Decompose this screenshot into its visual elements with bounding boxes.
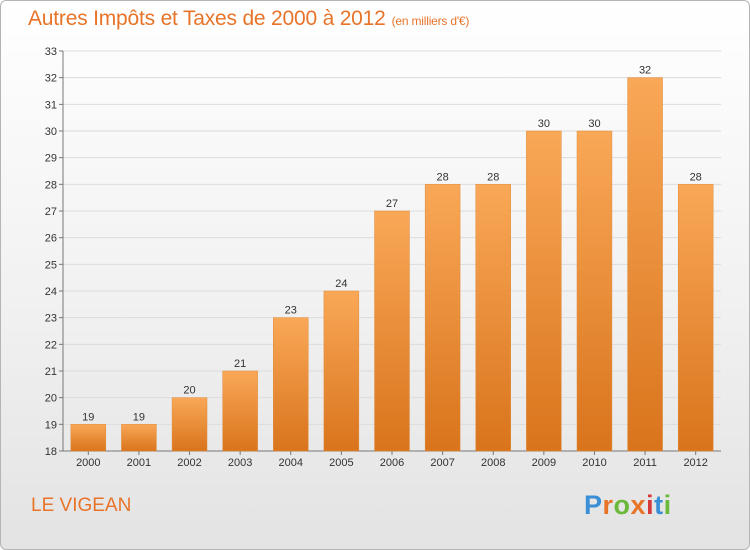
x-tick-label-2004: 2004	[279, 457, 303, 469]
logo-letter: o	[613, 490, 631, 520]
value-label-2010: 30	[588, 118, 600, 130]
value-label-2009: 30	[538, 118, 550, 130]
y-tick-label: 27	[45, 206, 57, 218]
y-tick-label: 29	[45, 153, 57, 165]
logo-letter: t	[654, 490, 664, 520]
x-tick-label-2011: 2011	[633, 457, 657, 469]
x-tick-label-2012: 2012	[683, 457, 707, 469]
y-tick-label: 24	[45, 286, 57, 298]
x-tick-label-2005: 2005	[329, 457, 353, 469]
y-tick-label: 21	[45, 366, 57, 378]
y-tick-label: 22	[45, 339, 57, 351]
bar-2011	[627, 77, 663, 452]
logo-letter: x	[630, 490, 647, 520]
value-label-2002: 20	[183, 385, 195, 397]
value-label-2001: 19	[133, 411, 145, 423]
bar-2010	[576, 130, 613, 452]
y-tick-label: 33	[45, 46, 57, 58]
value-label-2012: 28	[690, 171, 702, 183]
x-tick-label-2006: 2006	[380, 457, 404, 469]
labels: 19 19 20 21 23 24 27 28 28 30 30 32 28	[82, 65, 702, 424]
value-label-2005: 24	[335, 278, 347, 290]
proxiti-logo: Proxiti	[584, 490, 672, 521]
logo-letter: i	[663, 490, 672, 520]
bar-2000	[70, 424, 107, 452]
y-tick-label: 19	[45, 419, 57, 431]
x-tick-label-2010: 2010	[582, 457, 606, 469]
chart-title-text: Autres Impôts et Taxes de 2000 à 2012	[28, 7, 386, 30]
y-tick-label: 31	[45, 99, 57, 111]
x-tick-label-2009: 2009	[532, 457, 556, 469]
bar-2001	[121, 424, 157, 452]
chart-title: Autres Impôts et Taxes de 2000 à 2012 (en…	[28, 7, 469, 31]
bar-2007	[424, 184, 461, 452]
x-tick-label-2002: 2002	[177, 457, 201, 469]
y-tick-label: 26	[45, 233, 57, 245]
y-tick-label: 30	[45, 126, 57, 138]
bar-2009	[526, 130, 562, 452]
bar-2004	[273, 317, 309, 452]
location-name: LE VIGEAN	[31, 495, 132, 516]
value-label-2006: 27	[386, 198, 398, 210]
x-tick-label-2001: 2001	[127, 457, 151, 469]
x-tick-label-2003: 2003	[228, 457, 252, 469]
bar-2008	[475, 184, 511, 452]
chart-unit: (en milliers d'€)	[391, 14, 470, 28]
value-label-2007: 28	[436, 171, 448, 183]
bar-2003	[222, 370, 258, 452]
bars	[70, 77, 714, 452]
y-tick-label: 32	[45, 73, 57, 85]
logo-letter: P	[584, 490, 603, 520]
x-tick-label-2000: 2000	[76, 457, 100, 469]
bar-2012	[677, 184, 714, 452]
x-tick-label-2008: 2008	[481, 457, 505, 469]
y-tick-label: 28	[45, 179, 57, 191]
y-tick-label: 25	[45, 259, 57, 271]
bar-2002	[171, 397, 208, 452]
logo-letter: r	[602, 490, 614, 520]
value-label-2000: 19	[82, 411, 94, 423]
bar-2005	[323, 290, 360, 452]
value-label-2011: 32	[639, 65, 651, 77]
value-label-2008: 28	[487, 171, 499, 183]
value-label-2004: 23	[285, 305, 297, 317]
y-tick-label: 23	[45, 313, 57, 325]
logo-letter: i	[646, 490, 655, 520]
y-tick-label: 20	[45, 393, 57, 405]
x-tick-label-2007: 2007	[430, 457, 454, 469]
bar-2006	[374, 210, 410, 452]
value-label-2003: 21	[234, 358, 246, 370]
y-tick-label: 18	[45, 446, 57, 458]
